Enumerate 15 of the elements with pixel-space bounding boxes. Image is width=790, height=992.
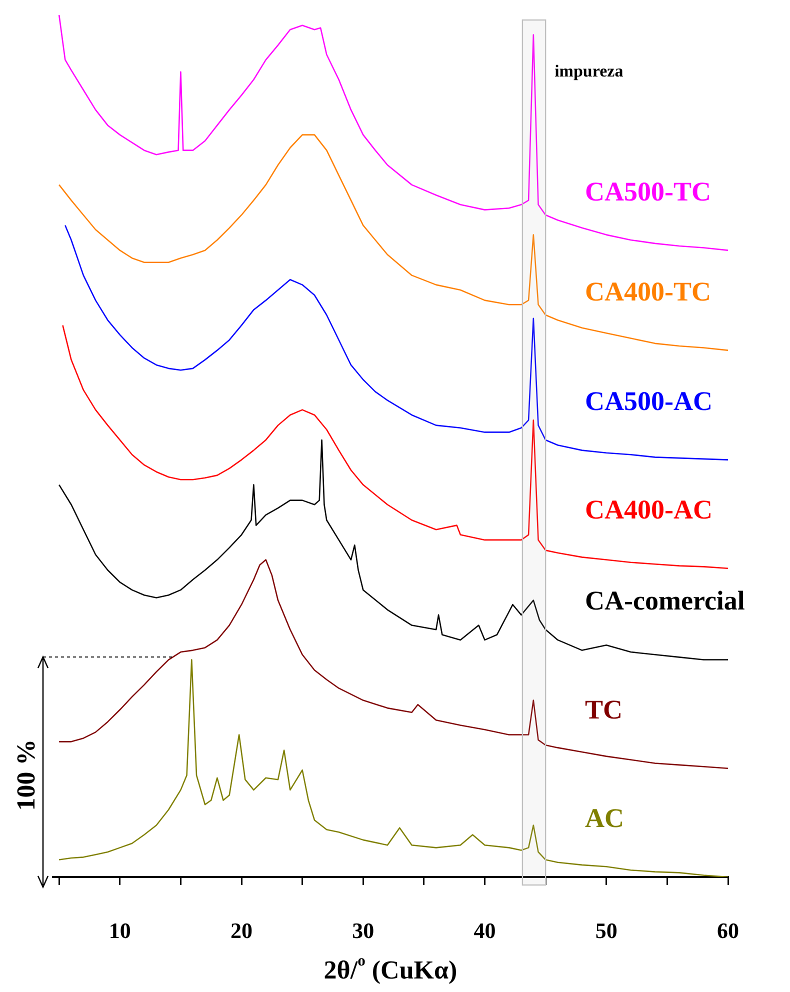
band-label: impureza <box>554 61 624 80</box>
series-label: CA500-TC <box>585 176 711 206</box>
series-label: CA400-TC <box>585 276 711 306</box>
series-label: TC <box>585 694 623 724</box>
x-tick-label: 50 <box>595 918 618 943</box>
series-label: CA500-AC <box>585 386 712 416</box>
x-tick-label: 10 <box>108 918 131 943</box>
text: 100 % <box>12 739 41 811</box>
series-label: CA400-AC <box>585 494 712 524</box>
x-tick-label: 20 <box>230 918 253 943</box>
x-tick-label: 40 <box>474 918 496 943</box>
x-tick-label: 30 <box>352 918 374 943</box>
x-tick-label: 60 <box>717 918 739 943</box>
series-label: AC <box>585 802 624 833</box>
series-label: CA-comercial <box>585 586 746 616</box>
